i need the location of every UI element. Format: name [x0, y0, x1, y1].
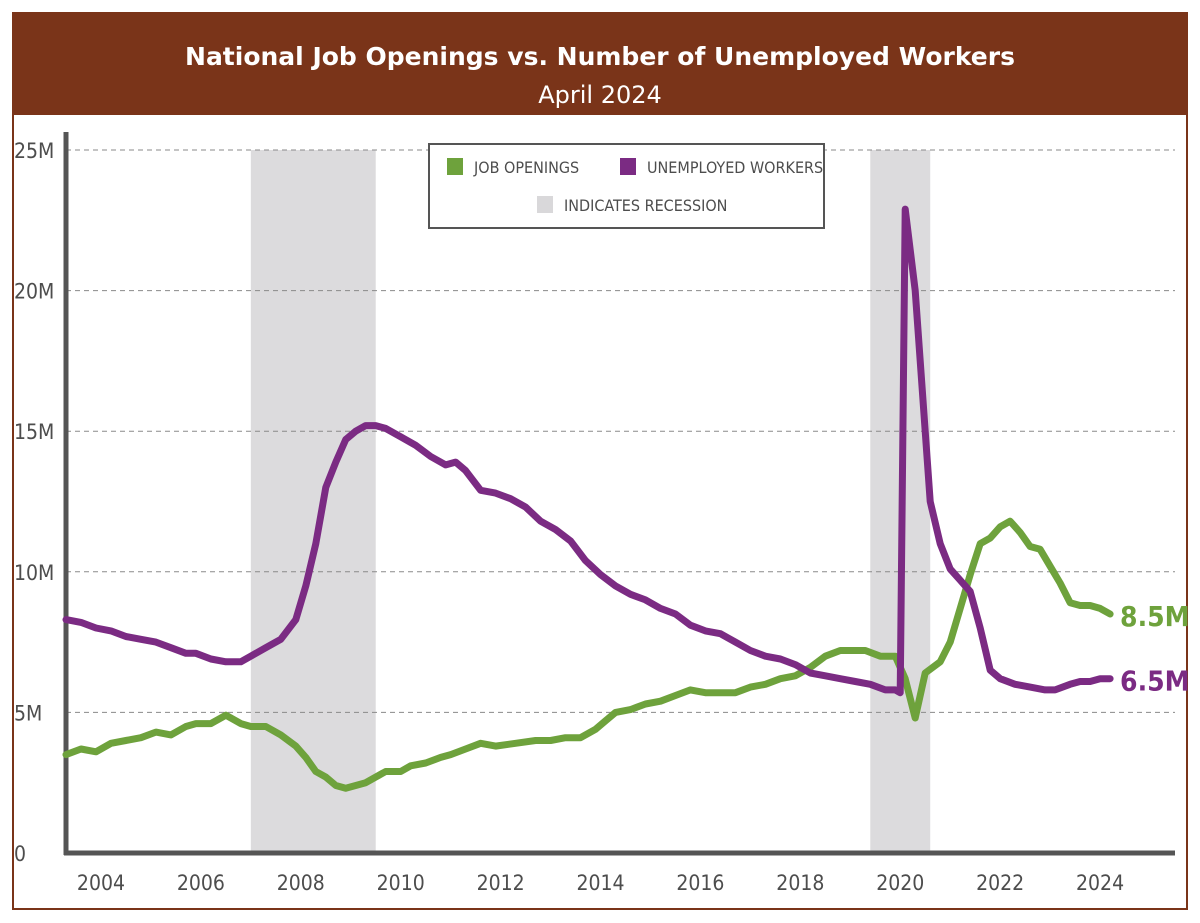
legend: JOB OPENINGS UNEMPLOYED WORKERS INDICATES … [428, 143, 825, 229]
legend-label: JOB OPENINGS [473, 158, 579, 177]
y-tick-label: 0 [14, 842, 26, 866]
x-tick-label: 2022 [976, 871, 1024, 895]
x-tick-label: 2006 [177, 871, 225, 895]
series-lines [62, 205, 1114, 792]
legend-swatch [537, 196, 553, 213]
y-tick-label: 15M [14, 420, 54, 444]
x-tick-label: 2010 [377, 871, 425, 895]
labels: 0 5M 10M 15M 20M 25M 2004 2006 2008 2010 2012 2014 2… [14, 139, 1190, 895]
x-tick-label: 2016 [676, 871, 724, 895]
y-tick-label: 10M [14, 561, 54, 585]
legend-swatch [447, 158, 463, 175]
end-value-label: 6.5M [1120, 665, 1190, 698]
x-tick-label: 2024 [1076, 871, 1124, 895]
y-tick-label: 25M [14, 139, 54, 163]
x-tick-label: 2004 [77, 871, 125, 895]
x-tick-label: 2008 [277, 871, 325, 895]
legend-label: UNEMPLOYED WORKERS [647, 158, 823, 177]
chart-subtitle: April 2024 [538, 81, 662, 109]
x-tick-label: 2014 [576, 871, 624, 895]
y-tick-label: 5M [14, 701, 42, 725]
gridlines [66, 149, 1175, 713]
legend-label: INDICATES RECESSION [564, 196, 727, 215]
legend-swatch [620, 158, 636, 175]
series-line [62, 517, 1114, 792]
series-line [62, 205, 1114, 697]
chart-title: National Job Openings vs. Number of Unem… [185, 42, 1015, 71]
x-tick-label: 2020 [876, 871, 924, 895]
x-tick-label: 2012 [477, 871, 525, 895]
recession-band [250, 150, 376, 853]
y-tick-label: 20M [14, 280, 54, 304]
end-value-label: 8.5M [1120, 600, 1190, 633]
chart-header: National Job Openings vs. Number of Unem… [12, 12, 1188, 115]
x-tick-label: 2018 [776, 871, 824, 895]
legend-box [428, 143, 825, 229]
recession-bands [250, 150, 931, 853]
axes [63, 132, 1175, 856]
